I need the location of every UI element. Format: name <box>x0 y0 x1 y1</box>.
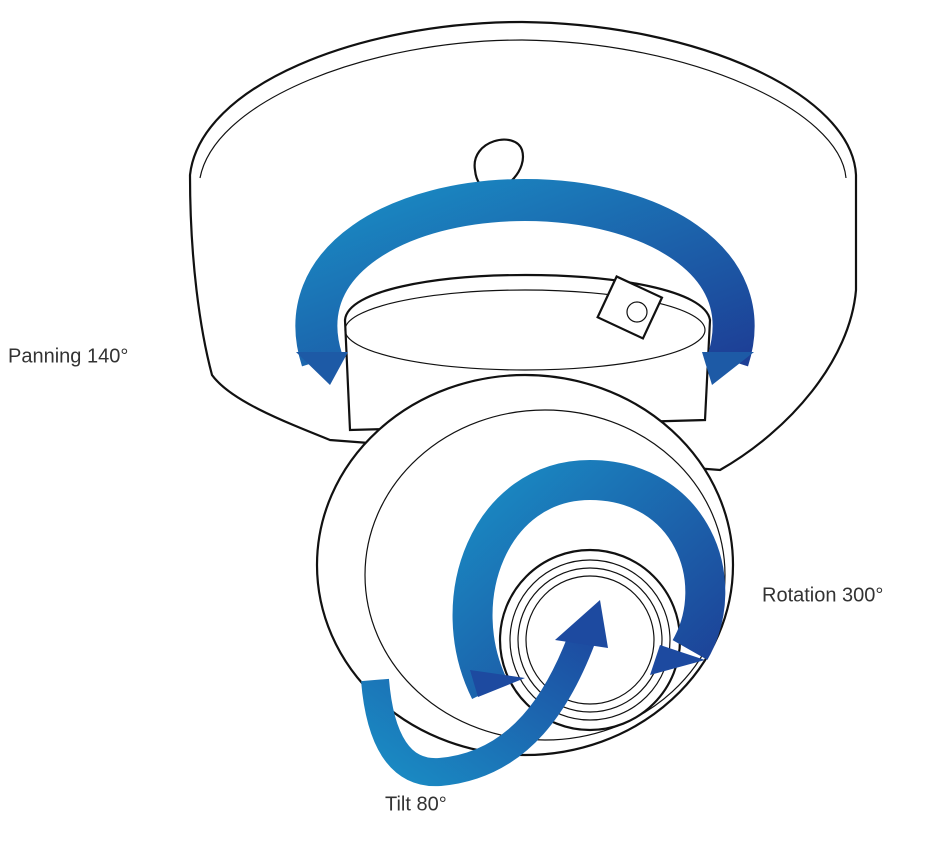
screw-head <box>626 301 648 323</box>
lens-ring <box>509 559 671 721</box>
housing-rim <box>199 39 847 179</box>
ball-ring <box>364 409 726 741</box>
rotation-arrow <box>452 459 726 699</box>
rotation-label: Rotation 300° <box>762 584 883 606</box>
pan-arrow <box>295 178 755 367</box>
rotation-arrowhead <box>470 670 525 697</box>
tilt-label: Tilt 80° <box>385 793 447 815</box>
lens-ring <box>525 575 655 705</box>
tilt-arrowhead <box>555 600 608 648</box>
pan-label: Panning 140° <box>8 345 128 367</box>
pan-arrowhead <box>296 352 348 385</box>
lens-ring <box>517 567 663 713</box>
tilt-arrow <box>361 625 599 787</box>
lock-screw <box>596 275 664 340</box>
rotation-arrowhead <box>650 645 705 675</box>
pan-arrowhead <box>702 352 754 385</box>
neck-ring <box>344 289 706 371</box>
